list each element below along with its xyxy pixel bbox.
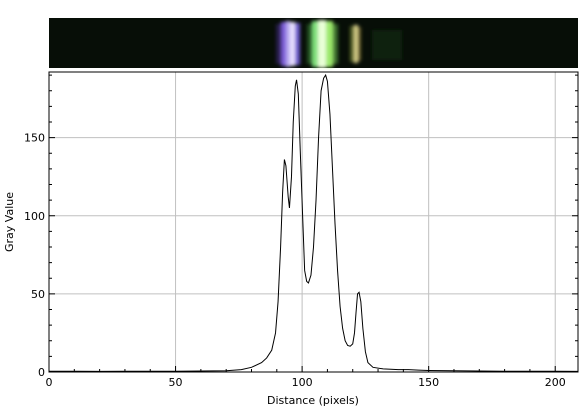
y-tick-label: 50 bbox=[31, 288, 45, 301]
x-tick-label: 150 bbox=[418, 376, 439, 389]
y-tick-label: 150 bbox=[24, 132, 45, 145]
x-tick-label: 50 bbox=[169, 376, 183, 389]
x-tick-label: 100 bbox=[292, 376, 313, 389]
x-tick-label: 0 bbox=[46, 376, 53, 389]
plot-area: 0 50 100 150 200 0 50 100 150 bbox=[24, 71, 579, 389]
series-line bbox=[49, 73, 579, 372]
y-axis-label: Gray Value bbox=[3, 192, 16, 252]
y-tick-label: 0 bbox=[38, 366, 45, 379]
spectrum-strip bbox=[49, 18, 578, 68]
axis-ticks: 0 50 100 150 200 0 50 100 150 bbox=[24, 74, 578, 389]
y-tick-label: 100 bbox=[24, 210, 45, 223]
x-axis-label: Distance (pixels) bbox=[267, 394, 359, 407]
x-tick-label: 200 bbox=[545, 376, 566, 389]
grid-lines bbox=[49, 72, 578, 372]
